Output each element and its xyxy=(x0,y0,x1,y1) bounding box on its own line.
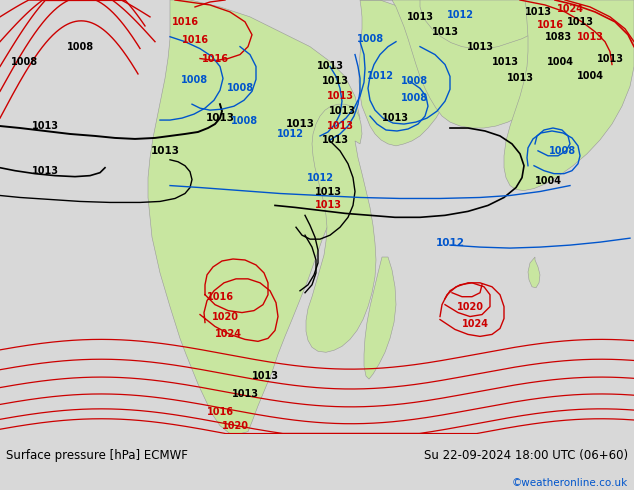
Text: 1013: 1013 xyxy=(491,56,519,67)
Polygon shape xyxy=(420,0,634,49)
Text: 1013: 1013 xyxy=(382,113,408,123)
Text: 1013: 1013 xyxy=(205,113,235,123)
Text: 1013: 1013 xyxy=(321,76,349,86)
Text: 1013: 1013 xyxy=(285,119,314,129)
Text: 1013: 1013 xyxy=(406,12,434,22)
Text: 1004: 1004 xyxy=(534,175,562,186)
Text: ©weatheronline.co.uk: ©weatheronline.co.uk xyxy=(512,478,628,488)
Text: 1016: 1016 xyxy=(536,20,564,30)
Text: 1020: 1020 xyxy=(456,302,484,312)
Polygon shape xyxy=(528,257,540,288)
Text: 1013: 1013 xyxy=(321,135,349,145)
Text: 1013: 1013 xyxy=(432,27,458,37)
Text: 1020: 1020 xyxy=(221,421,249,431)
Text: 1016: 1016 xyxy=(207,292,233,302)
Text: 1008: 1008 xyxy=(67,42,94,51)
Text: 1004: 1004 xyxy=(547,56,574,67)
Text: 1008: 1008 xyxy=(181,75,209,85)
Text: 1012: 1012 xyxy=(436,238,465,248)
Text: 1013: 1013 xyxy=(252,371,278,381)
Text: 1013: 1013 xyxy=(150,146,179,156)
Text: 1016: 1016 xyxy=(202,53,228,64)
Text: 1016: 1016 xyxy=(181,35,209,45)
Text: 1012: 1012 xyxy=(306,172,333,183)
Text: 1013: 1013 xyxy=(314,200,342,210)
Text: 1024: 1024 xyxy=(214,329,242,340)
Text: 1008: 1008 xyxy=(550,146,576,156)
Text: 1013: 1013 xyxy=(314,187,342,196)
Polygon shape xyxy=(360,0,560,128)
Text: 1013: 1013 xyxy=(327,121,354,131)
Polygon shape xyxy=(504,0,634,191)
Text: Surface pressure [hPa] ECMWF: Surface pressure [hPa] ECMWF xyxy=(6,448,188,462)
Polygon shape xyxy=(364,257,396,379)
Text: 1083: 1083 xyxy=(545,32,572,42)
Text: 1008: 1008 xyxy=(401,76,429,86)
Text: 1013: 1013 xyxy=(597,53,623,64)
Polygon shape xyxy=(359,0,450,146)
Text: 1013: 1013 xyxy=(231,389,259,399)
Text: 1013: 1013 xyxy=(32,121,58,131)
Text: 1013: 1013 xyxy=(328,106,356,116)
Text: 1012: 1012 xyxy=(446,10,474,20)
Text: 1013: 1013 xyxy=(524,7,552,17)
Text: 1008: 1008 xyxy=(226,83,254,93)
Text: 1024: 1024 xyxy=(557,4,583,14)
Text: 1013: 1013 xyxy=(32,166,58,176)
Text: 1008: 1008 xyxy=(401,93,429,103)
Polygon shape xyxy=(148,0,360,434)
Text: 1016: 1016 xyxy=(172,17,198,27)
Text: 1008: 1008 xyxy=(231,116,259,126)
Text: Su 22-09-2024 18:00 UTC (06+60): Su 22-09-2024 18:00 UTC (06+60) xyxy=(424,448,628,462)
Text: 1013: 1013 xyxy=(316,61,344,72)
Text: 1013: 1013 xyxy=(507,74,533,83)
Text: 1013: 1013 xyxy=(467,42,493,51)
Text: 1012: 1012 xyxy=(366,72,394,81)
Text: 1013: 1013 xyxy=(576,32,604,42)
Text: 1008: 1008 xyxy=(11,56,39,67)
Text: 1024: 1024 xyxy=(462,319,489,329)
Text: 1013: 1013 xyxy=(567,17,593,27)
Text: 1012: 1012 xyxy=(276,129,304,139)
Text: 1013: 1013 xyxy=(327,91,354,101)
Text: 1008: 1008 xyxy=(356,34,384,44)
Polygon shape xyxy=(306,104,376,352)
Text: 1016: 1016 xyxy=(207,407,233,417)
Text: 1020: 1020 xyxy=(212,312,238,321)
Text: 1004: 1004 xyxy=(576,72,604,81)
